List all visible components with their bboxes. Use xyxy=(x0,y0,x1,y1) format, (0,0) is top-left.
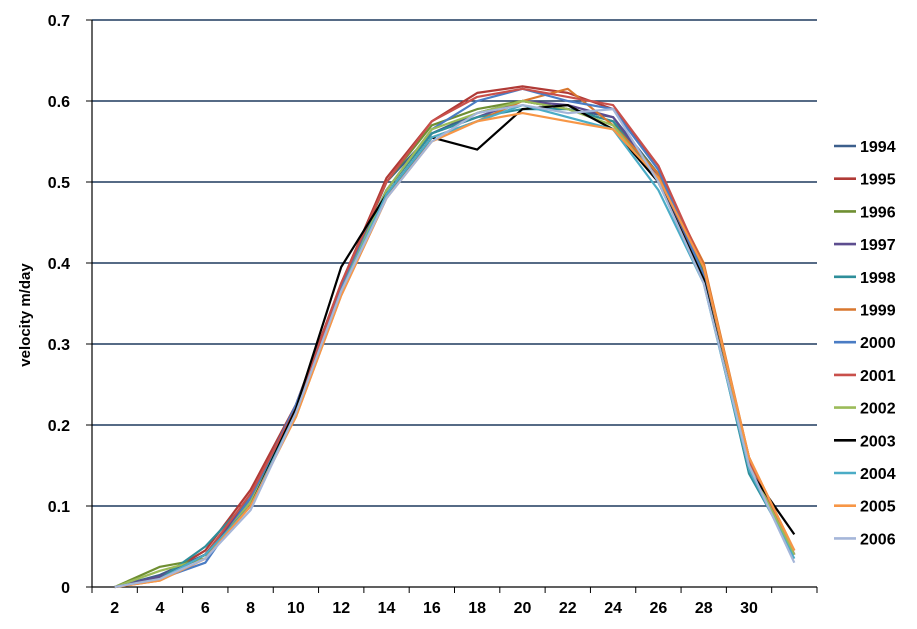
x-tick-label: 26 xyxy=(650,600,668,617)
y-tick-label: 0.6 xyxy=(48,94,70,111)
x-tick-label: 18 xyxy=(468,600,486,617)
y-tick-label: 0.4 xyxy=(48,256,70,273)
y-tick-label: 0.5 xyxy=(48,175,70,192)
series-line-1995 xyxy=(114,85,796,589)
series-line-2003 xyxy=(114,103,796,589)
series-line-2006 xyxy=(114,103,796,589)
y-tick-label: 0 xyxy=(61,580,70,597)
x-tick-label: 12 xyxy=(332,600,350,617)
series-line-2005 xyxy=(114,111,796,589)
legend-label-2000: 2000 xyxy=(860,335,896,352)
series-line-1999 xyxy=(114,87,796,589)
legend-label-1998: 1998 xyxy=(860,270,896,287)
y-tick-label: 0.1 xyxy=(48,499,70,516)
x-tick-label: 6 xyxy=(201,600,210,617)
gridlines xyxy=(92,19,817,507)
series-lines xyxy=(114,85,796,589)
legend-label-2005: 2005 xyxy=(860,499,896,516)
x-tick-label: 16 xyxy=(423,600,441,617)
y-tick-labels: 0 0.1 0.2 0.3 0.4 0.5 0.6 0.7 xyxy=(48,13,70,597)
y-axis-label: velocity m/day xyxy=(17,263,34,367)
legend-label-2006: 2006 xyxy=(860,531,896,548)
x-tick-label: 8 xyxy=(246,600,255,617)
legend-label-2004: 2004 xyxy=(860,466,896,483)
x-tick-label: 30 xyxy=(740,600,758,617)
legend-label-1994: 1994 xyxy=(860,139,896,156)
x-tick-label: 10 xyxy=(287,600,305,617)
axes xyxy=(86,19,818,593)
x-tick-label: 22 xyxy=(559,600,577,617)
legend-label-2002: 2002 xyxy=(860,401,896,418)
series-line-2001 xyxy=(114,87,796,589)
y-tick-label: 0.7 xyxy=(48,13,70,30)
legend-label-1995: 1995 xyxy=(860,172,896,189)
series-line-1998 xyxy=(114,107,796,589)
legend-label-2001: 2001 xyxy=(860,368,896,385)
y-tick-label: 0.2 xyxy=(48,418,70,435)
legend-label-1999: 1999 xyxy=(860,303,896,320)
y-tick-label: 0.3 xyxy=(48,337,70,354)
series-line-2000 xyxy=(114,87,796,589)
x-tick-label: 4 xyxy=(156,600,165,617)
x-tick-label: 2 xyxy=(110,600,119,617)
legend-label-2003: 2003 xyxy=(860,433,896,450)
x-tick-label: 24 xyxy=(604,600,622,617)
x-tick-label: 14 xyxy=(378,600,396,617)
x-tick-labels: 2 4 6 8 10 12 14 16 18 20 22 24 26 28 30 xyxy=(110,600,758,617)
legend: 1994 1995 1996 1997 1998 1999 2000 2001 2002 2003… xyxy=(834,139,896,548)
legend-label-1996: 1996 xyxy=(860,204,896,221)
legend-label-1997: 1997 xyxy=(860,237,896,254)
x-tick-label: 20 xyxy=(514,600,532,617)
x-tick-label: 28 xyxy=(695,600,713,617)
series-line-2004 xyxy=(114,103,796,589)
